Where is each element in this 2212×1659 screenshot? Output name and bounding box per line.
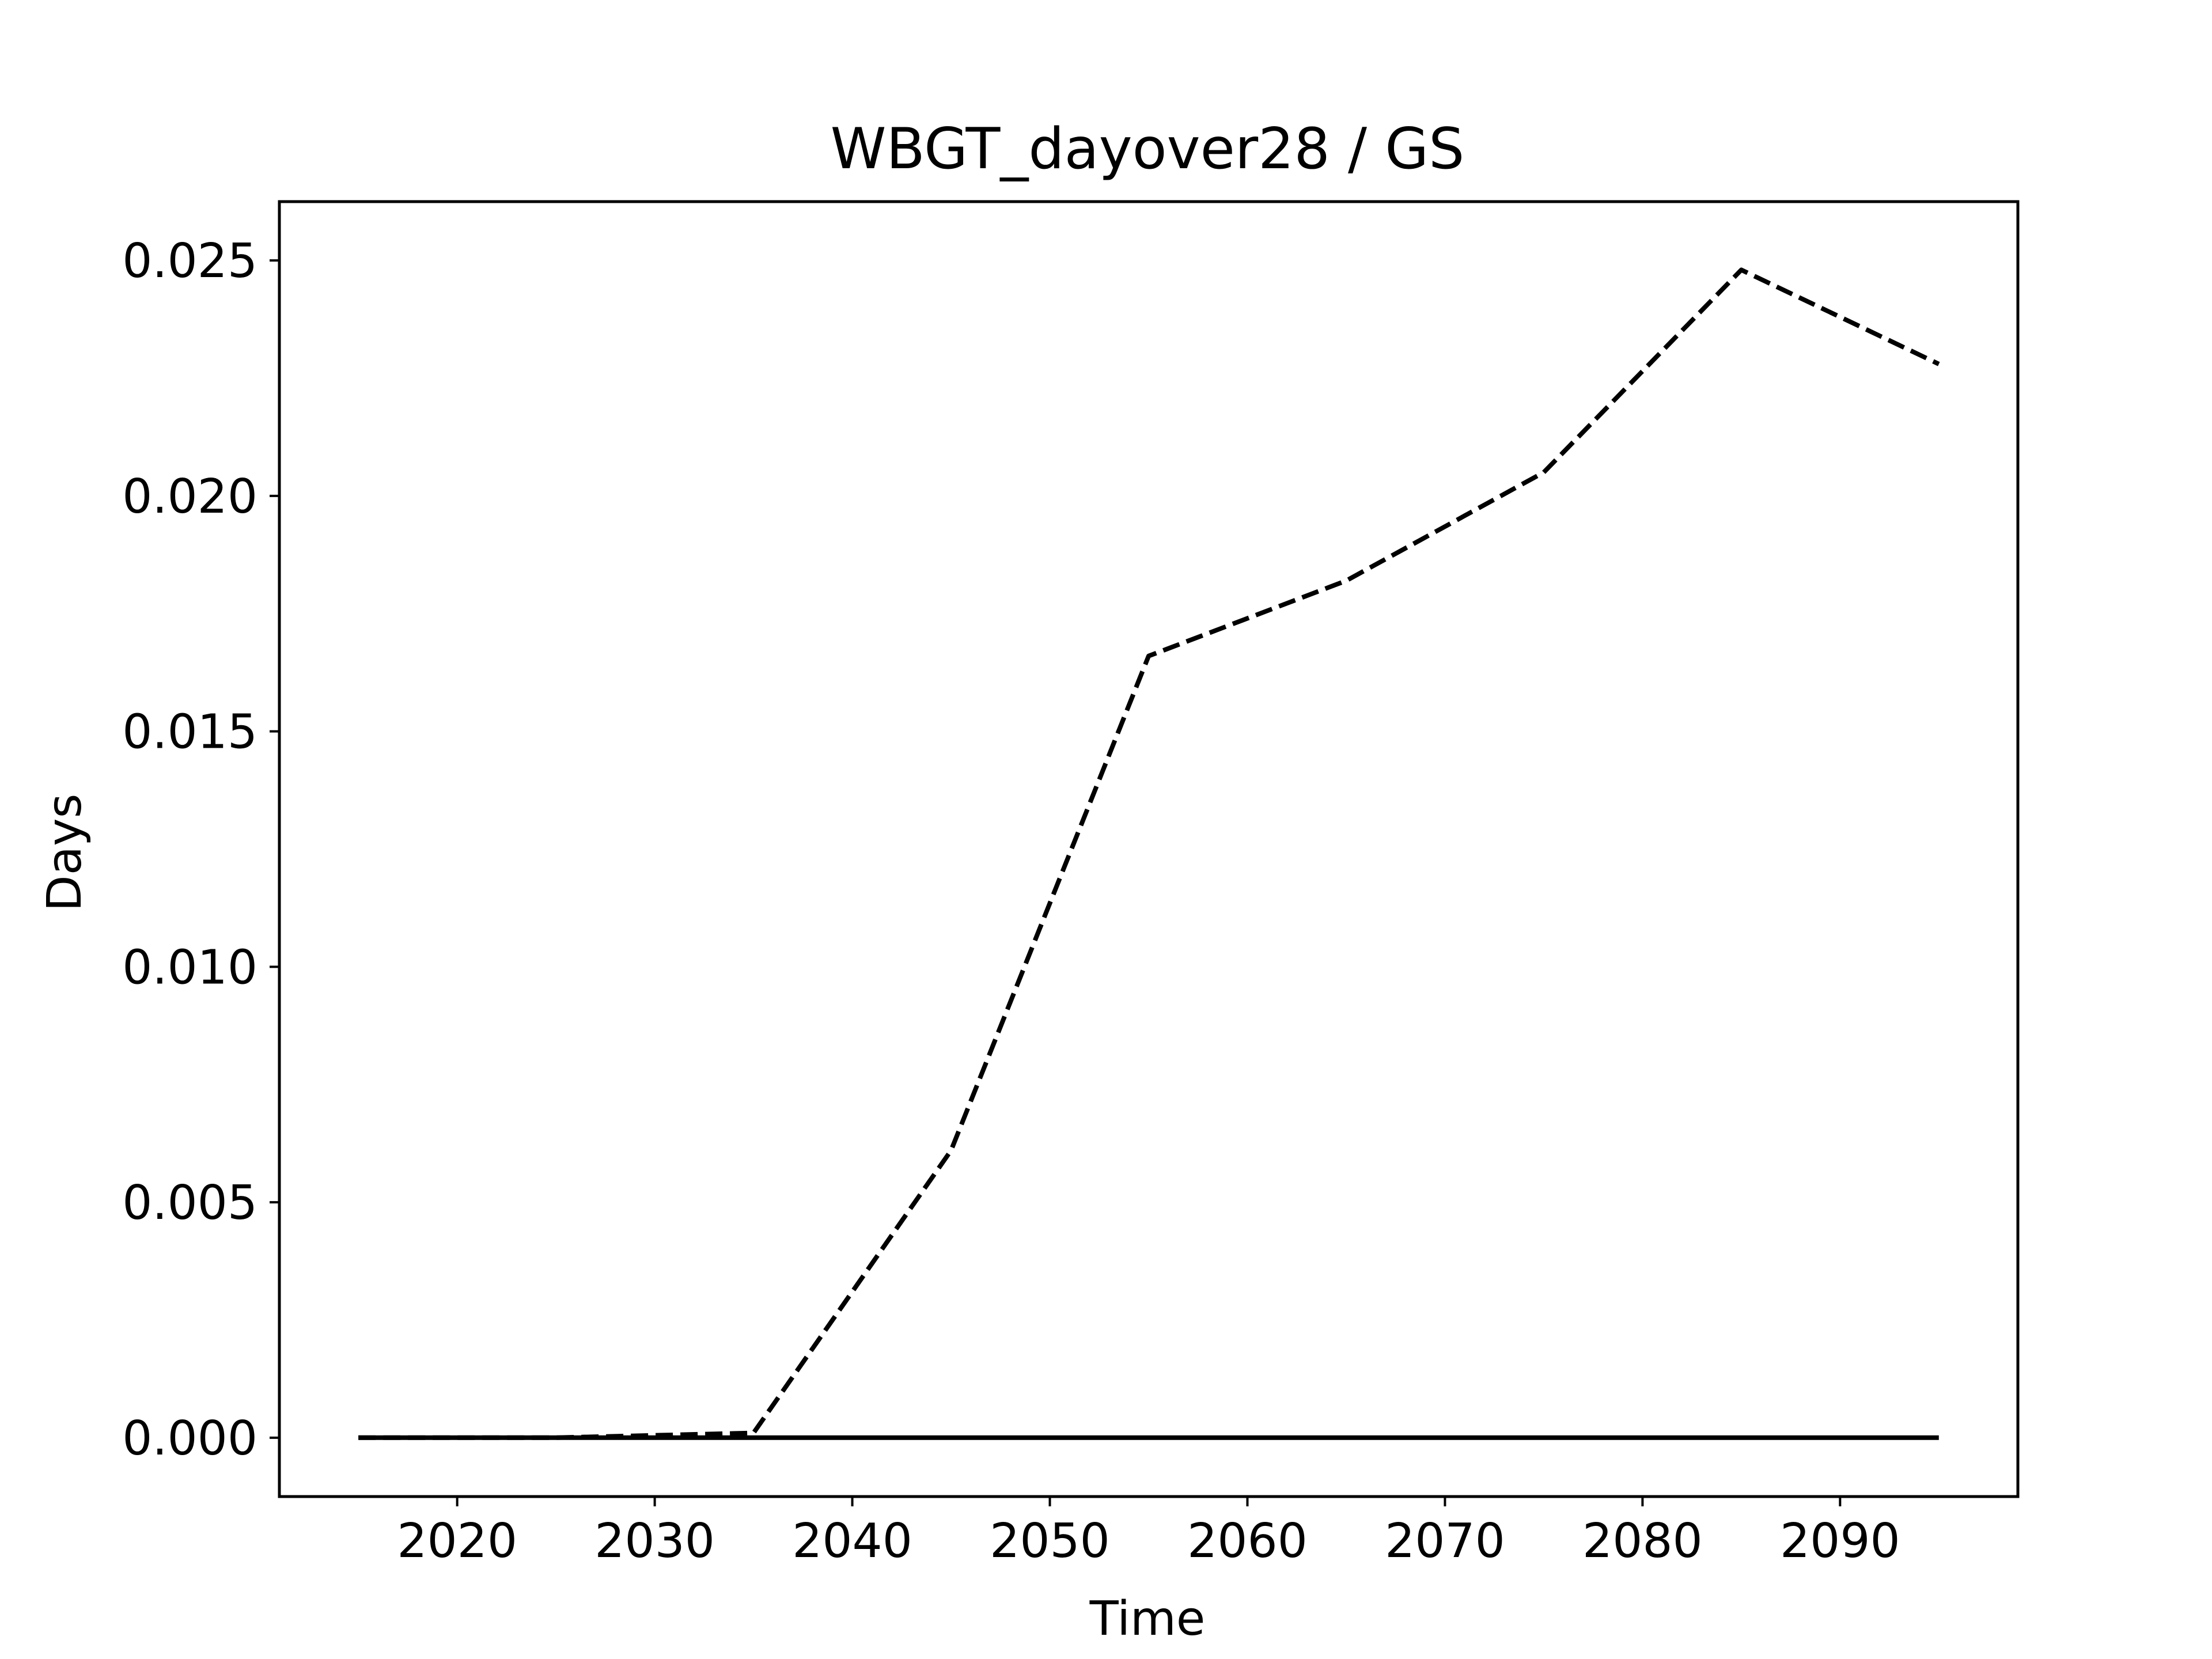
x-tick-label: 2060	[1187, 1514, 1308, 1569]
y-tick-label: 0.000	[122, 1411, 257, 1466]
y-axis-ticks: 0.000 0.005 0.010 0.015 0.020 0.025	[122, 234, 279, 1466]
axes-frame	[278, 200, 2020, 1498]
x-tick-label: 2090	[1780, 1514, 1900, 1569]
x-tick-label: 2080	[1582, 1514, 1703, 1569]
y-tick-label: 0.010	[122, 940, 257, 995]
y-axis-label: Days	[37, 794, 92, 912]
x-axis-label: Time	[1089, 1592, 1206, 1646]
x-tick-label: 2040	[792, 1514, 912, 1569]
y-tick-label: 0.025	[122, 234, 257, 289]
y-tick-label: 0.005	[122, 1176, 257, 1230]
x-axis-ticks: 2020 2030 2040 2050 2060 2070 2080 2090	[397, 1497, 1900, 1569]
x-tick-label: 2050	[990, 1514, 1110, 1569]
y-tick-label: 0.015	[122, 705, 257, 760]
chart-title: WBGT_dayover28 / GS	[831, 116, 1465, 182]
x-tick-label: 2030	[594, 1514, 715, 1569]
plot-area	[358, 267, 1940, 1440]
y-tick-label: 0.020	[122, 469, 257, 524]
x-tick-label: 2020	[397, 1514, 517, 1569]
x-tick-label: 2070	[1385, 1514, 1505, 1569]
